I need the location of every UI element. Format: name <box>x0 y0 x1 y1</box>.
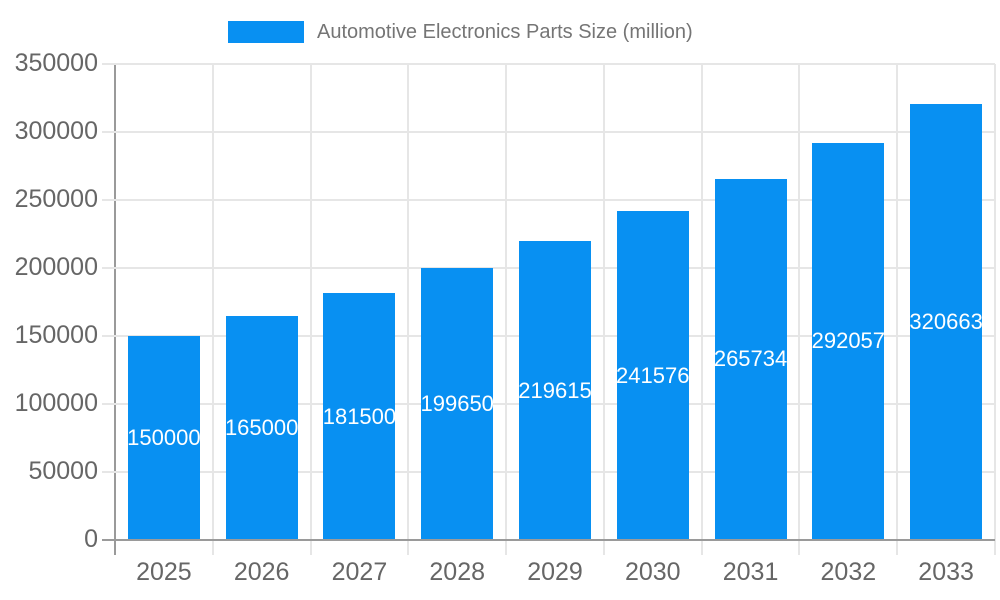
legend: Automotive Electronics Parts Size (milli… <box>228 21 693 43</box>
bar-2033[interactable] <box>910 103 983 540</box>
bar-2025[interactable] <box>127 336 200 540</box>
y-axis-tick-label: 50000 <box>28 456 98 485</box>
gridline-vertical <box>896 64 899 555</box>
gridline-horizontal <box>102 63 995 65</box>
x-axis-tick-label: 2027 <box>331 558 388 586</box>
bar-value-label: 181500 <box>322 403 397 429</box>
x-axis-tick-label: 2033 <box>918 558 974 586</box>
x-axis-tick-label: 2030 <box>624 558 681 586</box>
x-axis-tick-label: 2028 <box>429 558 486 586</box>
y-axis-tick-label: 200000 <box>14 252 98 281</box>
bar-value-label: 241576 <box>616 362 690 388</box>
legend-swatch <box>228 21 304 43</box>
gridline-vertical <box>602 64 605 555</box>
bar-2027[interactable] <box>323 293 396 540</box>
y-axis-tick-label: 350000 <box>14 48 98 77</box>
bar-value-label: 320663 <box>909 308 983 334</box>
y-axis-tick-label: 250000 <box>14 184 98 213</box>
y-axis-tick-label: 300000 <box>14 116 98 145</box>
y-axis-tick-label: 100000 <box>14 388 98 417</box>
x-axis-tick-label: 2032 <box>820 558 877 586</box>
bar-value-label: 265734 <box>713 346 788 372</box>
bar-value-label: 219615 <box>518 377 592 403</box>
bar-2032[interactable] <box>812 142 885 540</box>
gridline-horizontal <box>102 131 995 133</box>
x-axis-tick-label: 2025 <box>136 558 192 586</box>
bar-2029[interactable] <box>519 241 591 540</box>
gridline-vertical <box>407 64 410 555</box>
gridline-vertical <box>798 64 801 555</box>
bar-value-label: 199650 <box>420 391 494 417</box>
gridline-vertical <box>505 64 508 555</box>
y-axis-tick-label: 0 <box>84 524 98 553</box>
bar-2030[interactable] <box>616 211 689 540</box>
x-axis-tick-label: 2031 <box>722 558 779 586</box>
bar-value-label: 165000 <box>224 414 299 440</box>
gridline-vertical <box>211 64 214 555</box>
y-axis-line <box>114 64 116 555</box>
bar-2028[interactable] <box>421 268 494 540</box>
bar-2031[interactable] <box>714 178 787 540</box>
gridline-vertical <box>309 64 312 555</box>
bar-value-label: 150000 <box>127 425 201 450</box>
bar-value-label: 292057 <box>811 328 886 354</box>
gridline-horizontal <box>102 199 995 201</box>
bar-2026[interactable] <box>225 315 298 540</box>
x-axis-tick-label: 2029 <box>527 558 583 586</box>
x-axis-baseline <box>102 539 995 541</box>
gridline-vertical <box>994 64 996 555</box>
y-axis-tick-label: 150000 <box>14 320 98 349</box>
gridline-vertical <box>700 64 703 555</box>
legend-label: Automotive Electronics Parts Size (milli… <box>317 20 693 43</box>
x-axis-tick-label: 2026 <box>233 558 290 586</box>
